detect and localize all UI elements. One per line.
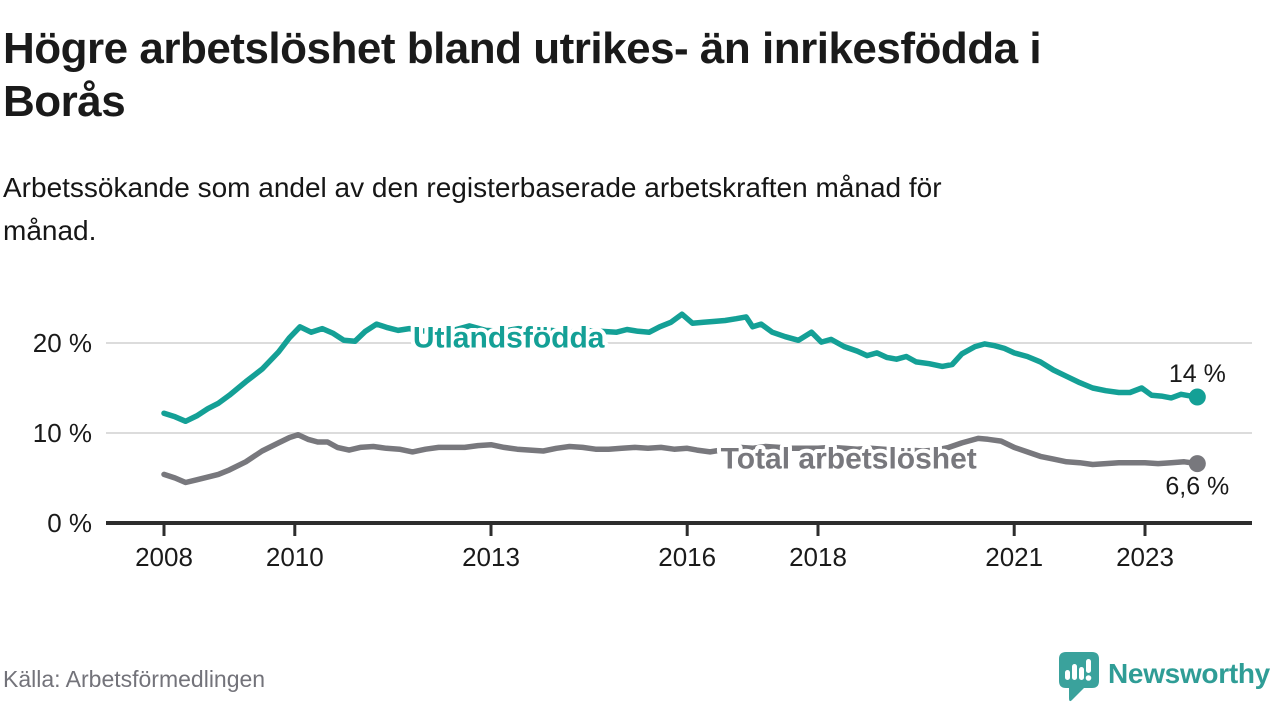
end-value-label-0: 14 %: [1169, 360, 1226, 388]
chart-subtitle: Arbetssökande som andel av den registerb…: [3, 166, 1233, 253]
y-axis-label-20: 20 %: [33, 328, 92, 358]
series-line-0: [161, 311, 1201, 425]
x-axis-label-2018: 2018: [789, 542, 847, 572]
series-label-1: Total arbetslöshet: [721, 442, 977, 475]
line-chart: 0 % 10 % 20 % 2008 2010 2013 2016 2018 2021 2023 U…: [33, 311, 1252, 572]
page-title-line-2: Borås: [3, 77, 126, 127]
newsworthy-logo: Newsworthy: [1054, 648, 1280, 708]
newsworthy-wordmark: Newsworthy: [1108, 658, 1270, 689]
speech-bubble-bar-chart-icon: [1059, 652, 1099, 702]
x-axis-label-2008: 2008: [135, 542, 193, 572]
page-title: Högre arbetslöshet bland utrikes- än inr…: [3, 22, 1253, 128]
chart-subtitle-line-1: Arbetssökande som andel av den registerb…: [3, 172, 942, 203]
series-label-0: Utlandsfödda: [413, 322, 605, 355]
y-axis-label-10: 10 %: [33, 418, 92, 448]
x-axis-label-2021: 2021: [985, 542, 1043, 572]
page-title-line-1: Högre arbetslöshet bland utrikes- än inr…: [3, 24, 1042, 73]
end-dot-1: [1188, 455, 1206, 473]
end-dot-0: [1188, 388, 1206, 406]
end-value-label-1: 6,6 %: [1165, 473, 1229, 501]
x-axis-label-2023: 2023: [1116, 542, 1174, 572]
x-axis-label-2010: 2010: [266, 542, 324, 572]
source-note: Källa: Arbetsförmedlingen: [3, 666, 266, 692]
y-axis-label-0: 0 %: [47, 508, 92, 538]
x-axis-label-2016: 2016: [658, 542, 716, 572]
series-line-1: [161, 432, 1201, 486]
chart-subtitle-line-2: månad.: [3, 215, 97, 247]
x-axis-label-2013: 2013: [462, 542, 520, 572]
